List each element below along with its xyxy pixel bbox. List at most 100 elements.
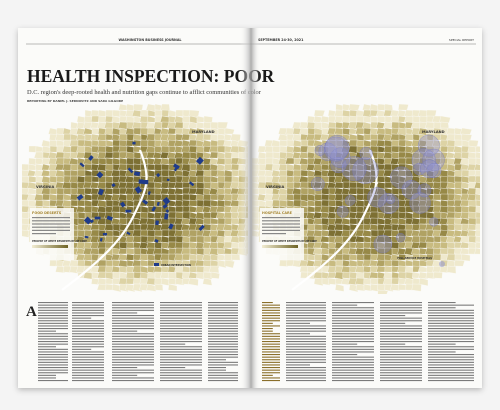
text-line — [428, 335, 474, 337]
map-hospital-care: MARYLAND VIRGINIA HOSPITAL CARE PERCENT OF … — [252, 104, 480, 294]
text-line — [380, 320, 422, 322]
text-line — [332, 348, 374, 350]
text-line — [380, 315, 406, 317]
text-line — [286, 351, 326, 353]
text-line — [32, 220, 70, 222]
zip-area — [335, 283, 345, 292]
text-line — [332, 302, 374, 304]
text-line — [380, 348, 422, 350]
text-line — [160, 359, 202, 361]
food-desert-area — [155, 220, 159, 226]
date: SEPTEMBER 24-30, 2021 — [258, 38, 304, 42]
text-line — [428, 304, 474, 306]
text-line — [262, 217, 300, 219]
text-line — [72, 354, 104, 356]
text-line — [208, 330, 238, 332]
zip-area — [188, 271, 200, 279]
zip-area — [208, 265, 220, 274]
text-line — [160, 307, 202, 309]
text-line — [160, 309, 202, 311]
zip-area — [321, 187, 331, 195]
text-line — [208, 343, 238, 345]
zip-area — [355, 283, 367, 292]
food-desert-area — [125, 209, 132, 213]
text-line — [262, 335, 280, 337]
hospital-radius — [359, 147, 373, 160]
zip-area — [474, 163, 480, 171]
text-line — [160, 328, 202, 330]
zip-area — [224, 259, 235, 269]
text-line — [380, 374, 422, 376]
text-line — [160, 351, 202, 353]
text-line — [428, 320, 474, 322]
text-line — [428, 309, 474, 311]
text-line — [38, 317, 68, 319]
text-line — [72, 356, 104, 358]
food-desert-area — [162, 203, 168, 209]
food-desert-area — [111, 183, 116, 188]
text-line — [72, 333, 104, 335]
text-line — [286, 315, 326, 317]
text-line — [38, 377, 56, 379]
text-line — [72, 348, 92, 350]
text-line — [332, 369, 374, 371]
zip-area — [440, 193, 450, 201]
food-desert-area — [76, 194, 84, 201]
text-line — [262, 346, 280, 348]
text-line — [332, 341, 374, 343]
zip-area — [154, 283, 164, 291]
spine — [240, 28, 260, 388]
food-desert-area — [83, 216, 92, 225]
text-line — [160, 335, 202, 337]
text-line — [112, 307, 154, 309]
text-line — [286, 374, 326, 376]
hospital-radius — [324, 135, 350, 160]
text-line — [38, 320, 68, 322]
text-line — [286, 320, 326, 322]
text-line — [428, 351, 456, 353]
text-line — [160, 320, 202, 322]
text-line — [38, 346, 56, 348]
text-line — [262, 374, 273, 376]
text-line — [72, 328, 104, 330]
zip-area — [474, 229, 480, 237]
text-line — [332, 359, 374, 361]
text-line — [208, 328, 238, 330]
key-label: FULL-SERVICE HOSPITALS — [397, 257, 432, 260]
text-line — [72, 359, 104, 361]
text-line — [332, 317, 374, 319]
river — [61, 149, 148, 291]
food-desert-area — [154, 238, 159, 243]
text-line — [38, 312, 68, 314]
text-line — [160, 367, 186, 369]
text-line — [332, 364, 374, 366]
text-line — [332, 343, 358, 345]
text-line — [72, 369, 104, 371]
text-line — [380, 312, 422, 314]
text-line — [208, 304, 238, 306]
text-line — [262, 322, 273, 324]
zip-area — [475, 241, 480, 249]
text-line — [72, 361, 104, 363]
drop-cap: A — [26, 304, 37, 320]
zip-area — [475, 205, 480, 213]
text-line — [38, 369, 68, 371]
text-line — [112, 354, 154, 356]
text-line — [380, 335, 422, 337]
text-line — [286, 330, 326, 332]
food-desert-area — [102, 232, 107, 236]
text-line — [208, 325, 238, 327]
hospital-radius — [401, 180, 421, 200]
legend-title: PERCENT OF WHITE RESIDENTS BY ZIP CODE — [262, 240, 317, 243]
zip-area — [377, 289, 389, 294]
key-swatch — [439, 261, 445, 267]
text-line — [286, 356, 326, 358]
text-line — [112, 374, 138, 376]
text-line — [38, 372, 68, 374]
hospital-radius — [352, 157, 379, 184]
hospital-radius — [429, 217, 439, 227]
zip-area — [459, 247, 471, 255]
zip-area — [146, 283, 157, 292]
hospital-radius — [420, 159, 439, 179]
text-line — [428, 343, 456, 345]
